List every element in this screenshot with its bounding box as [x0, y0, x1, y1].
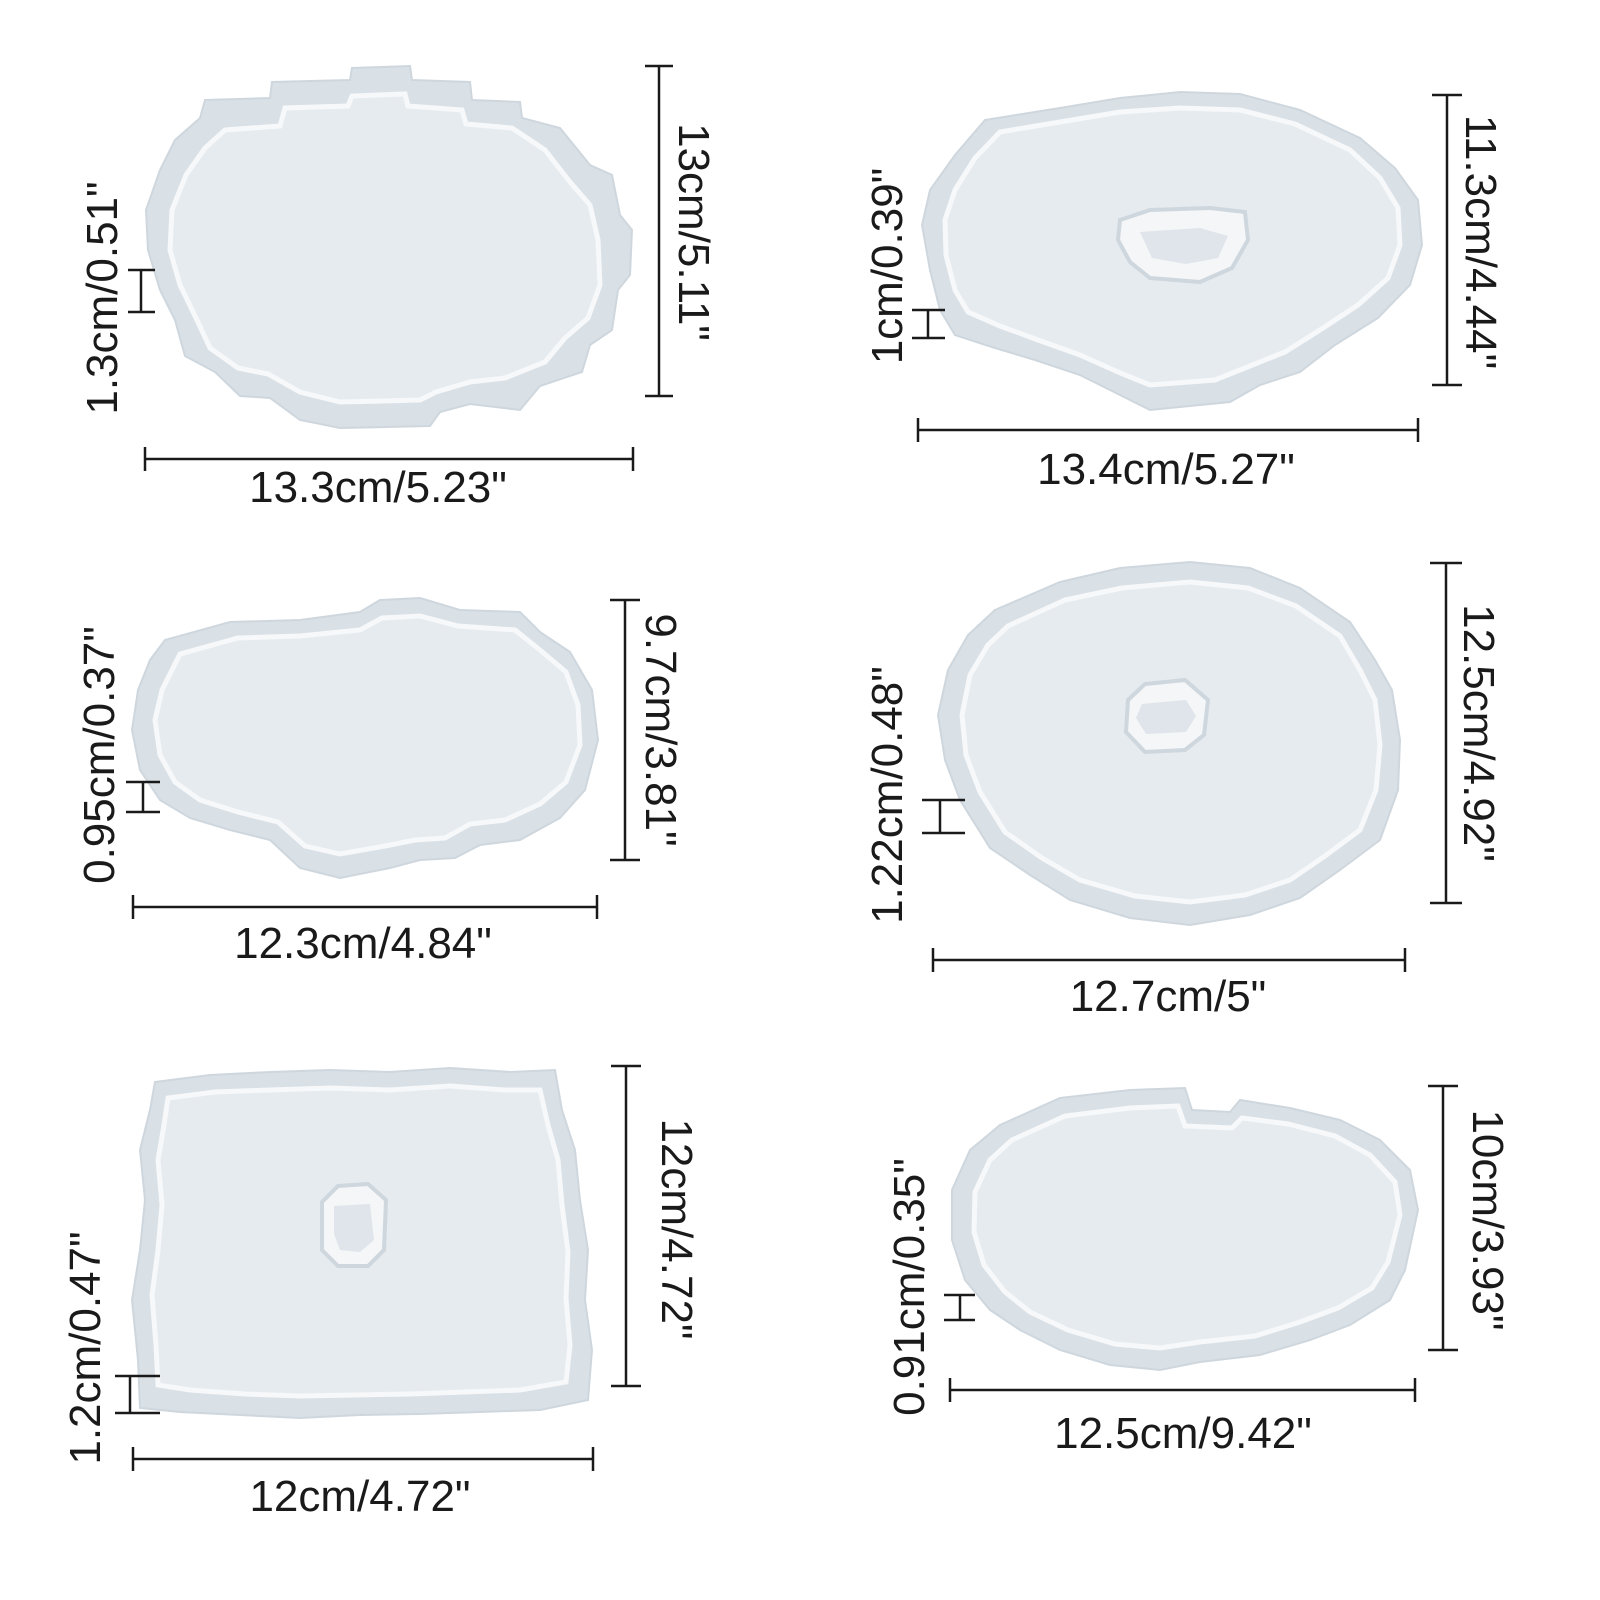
coaster-mold-3: [130, 596, 600, 880]
mold-2-depth-line: [912, 308, 945, 340]
mold-6-height-line: [1428, 1084, 1458, 1352]
mold-1-inner: [167, 91, 603, 405]
mold-2-height-line: [1432, 93, 1462, 387]
mold-5-depth-line: [115, 1374, 160, 1415]
mold-1-width-line: [143, 447, 635, 471]
coaster-mold-5: [130, 1066, 594, 1420]
mold-5-height-label: 12cm/4.72": [652, 1118, 701, 1340]
mold-3-height-line: [610, 598, 640, 862]
mold-4-width-label: 12.7cm/5": [1069, 972, 1267, 1021]
mold-1-width-label: 13.3cm/5.23": [249, 463, 507, 512]
mold-6-height-label: 10cm/3.93": [1463, 1109, 1512, 1331]
mold-5-height-line: [611, 1064, 641, 1388]
mold-1-depth-line: [128, 268, 155, 314]
mold-3-depth-label: 0.95cm/0.37": [75, 626, 124, 884]
mold-1-depth-label: 1.3cm/0.51": [78, 181, 127, 415]
mold-6-width-label: 12.5cm/9.42": [1054, 1409, 1312, 1458]
mold-5-width-label: 12cm/4.72": [249, 1472, 471, 1521]
coaster-mold-2: [920, 90, 1424, 412]
mold-3-width-label: 12.3cm/4.84": [234, 919, 492, 968]
mold-2-depth-label: 1cm/0.39": [863, 167, 912, 365]
mold-6-depth-line: [944, 1293, 975, 1322]
coaster-mold-1: [144, 64, 634, 430]
mold-2-width-line: [916, 418, 1420, 442]
mold-5-width-line: [131, 1447, 595, 1471]
mold-6-inner: [971, 1103, 1403, 1351]
mold-3-inner: [152, 613, 583, 857]
mold-2-height-label: 11.3cm/4.44": [1456, 114, 1505, 370]
mold-2-width-label: 13.4cm/5.27": [1037, 445, 1295, 494]
mold-4-height-line: [1430, 561, 1462, 905]
mold-4-depth-line: [922, 798, 965, 835]
mold-4-width-line: [931, 948, 1407, 972]
mold-6-depth-label: 0.91cm/0.35": [885, 1158, 934, 1416]
dimension-lines: [115, 64, 1462, 1471]
coaster-mold-6: [951, 1086, 1420, 1372]
mold-1-height-label: 13cm/5.11": [669, 123, 718, 341]
mold-6-width-line: [948, 1378, 1417, 1402]
mold-4-depth-label: 1.22cm/0.48": [863, 666, 912, 924]
mold-3-width-line: [131, 895, 599, 919]
mold-5-depth-label: 1.2cm/0.47": [61, 1231, 110, 1465]
mold-1-height-line: [645, 64, 673, 398]
mold-3-depth-line: [126, 780, 160, 814]
mold-4-height-label: 12.5cm/4.92": [1454, 604, 1503, 862]
mold-3-height-label: 9.7cm/3.81": [636, 613, 685, 847]
coaster-mold-4: [936, 560, 1402, 927]
